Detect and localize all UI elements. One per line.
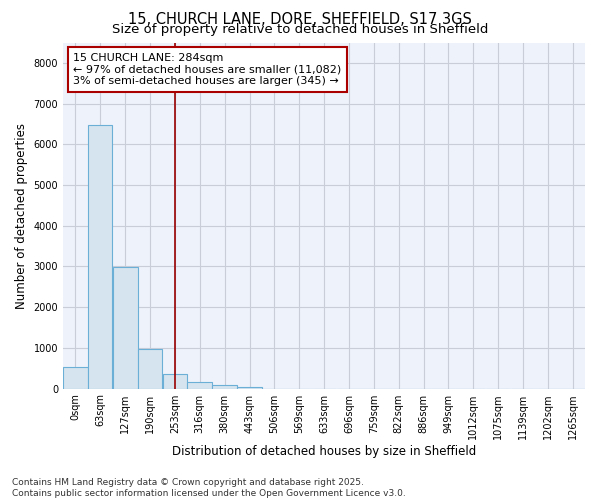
Bar <box>237 386 262 388</box>
X-axis label: Distribution of detached houses by size in Sheffield: Distribution of detached houses by size … <box>172 444 476 458</box>
Text: Size of property relative to detached houses in Sheffield: Size of property relative to detached ho… <box>112 22 488 36</box>
Bar <box>63 366 88 388</box>
Bar <box>138 348 163 389</box>
Bar <box>212 384 237 388</box>
Bar <box>113 268 137 388</box>
Y-axis label: Number of detached properties: Number of detached properties <box>15 122 28 308</box>
Text: 15 CHURCH LANE: 284sqm
← 97% of detached houses are smaller (11,082)
3% of semi-: 15 CHURCH LANE: 284sqm ← 97% of detached… <box>73 53 342 86</box>
Text: 15, CHURCH LANE, DORE, SHEFFIELD, S17 3GS: 15, CHURCH LANE, DORE, SHEFFIELD, S17 3G… <box>128 12 472 28</box>
Bar <box>88 124 112 388</box>
Text: Contains HM Land Registry data © Crown copyright and database right 2025.
Contai: Contains HM Land Registry data © Crown c… <box>12 478 406 498</box>
Bar <box>163 374 187 388</box>
Bar <box>187 382 212 388</box>
